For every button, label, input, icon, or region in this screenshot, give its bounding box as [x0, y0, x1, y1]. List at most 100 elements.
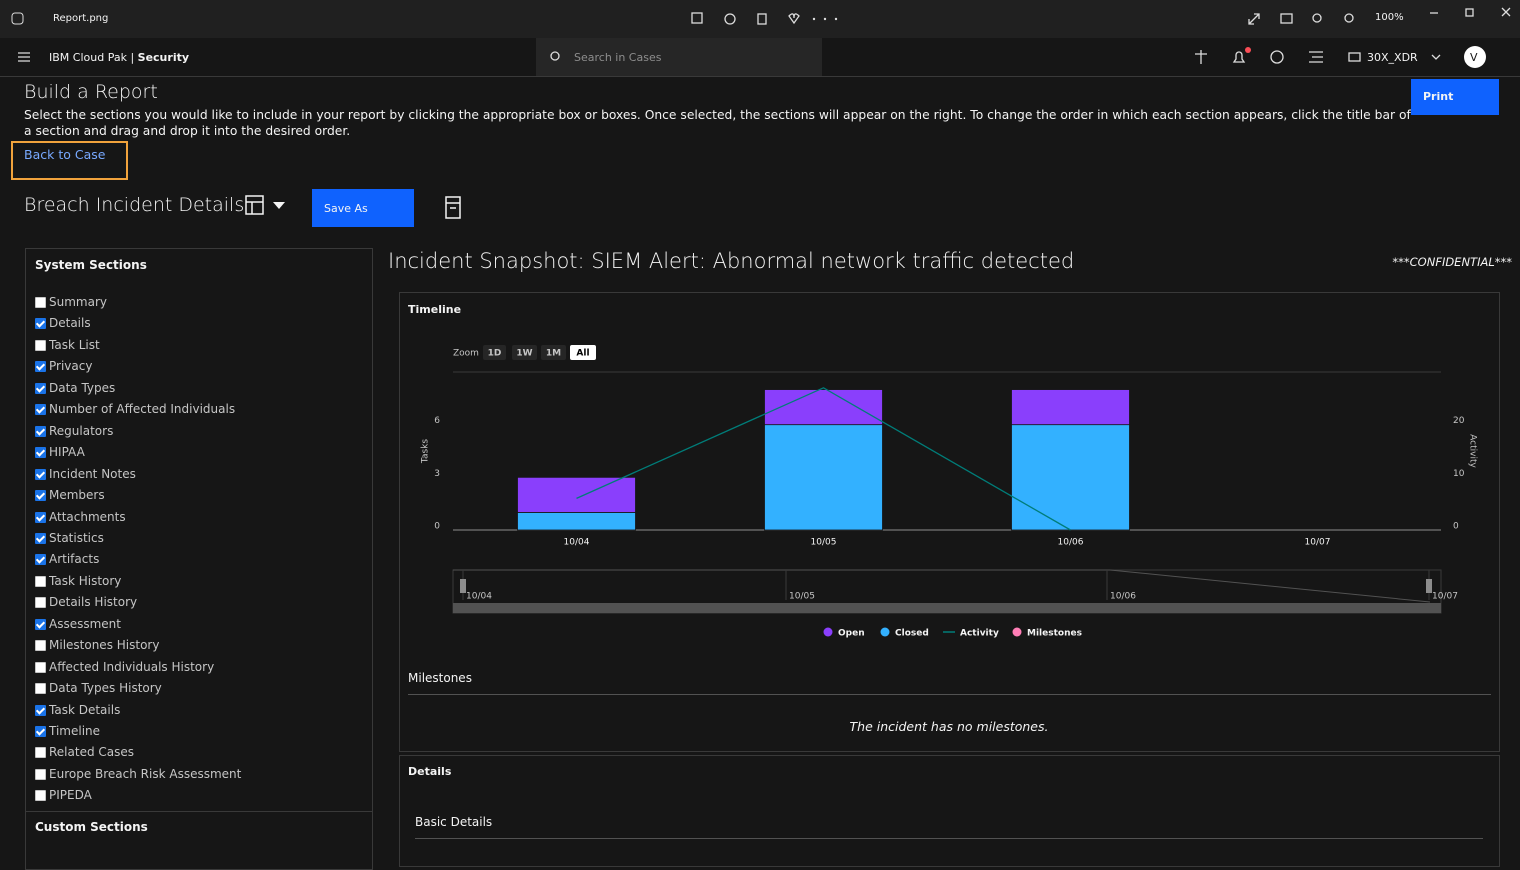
details-panel — [399, 755, 1500, 867]
checkbox[interactable] — [35, 640, 46, 652]
avatar[interactable] — [1464, 46, 1486, 68]
zoom-in-icon[interactable] — [1344, 13, 1354, 23]
legend-label[interactable]: Milestones — [1027, 629, 1082, 639]
zoom-out-icon[interactable] — [1312, 13, 1322, 23]
checkbox[interactable] — [35, 532, 46, 544]
avatar-initial: V — [1470, 51, 1478, 64]
save-as-button[interactable] — [312, 189, 414, 227]
template-name: Breach Incident Details — [24, 194, 245, 216]
layout-icons[interactable] — [240, 192, 300, 222]
title-bar — [0, 0, 1520, 38]
search-icon — [550, 51, 560, 61]
confidential: ***CONFIDENTIAL*** — [1392, 255, 1512, 269]
checkbox[interactable] — [35, 361, 46, 373]
checkbox[interactable] — [35, 597, 46, 609]
checkbox[interactable] — [35, 447, 46, 459]
zoom-level: 100% — [1375, 12, 1404, 23]
zoom-button[interactable] — [570, 345, 596, 360]
checkbox[interactable] — [35, 661, 46, 673]
bar — [1011, 424, 1130, 531]
bar — [517, 476, 636, 513]
fit-icon[interactable] — [1280, 13, 1293, 24]
instructions: Select the sections you would like to in… — [24, 108, 1411, 138]
checkbox[interactable] — [35, 618, 46, 630]
save-as-label: Save As — [324, 202, 368, 215]
navigator-label: 10/04 — [466, 592, 492, 602]
help-icon[interactable] — [1270, 50, 1284, 64]
favorite-icon[interactable] — [788, 13, 800, 25]
restore[interactable] — [1465, 8, 1474, 17]
section-label: Privacy — [49, 359, 93, 374]
section-label: Statistics — [49, 530, 104, 545]
y-tick-label: 3 — [434, 469, 440, 479]
y-tick-label: 6 — [434, 416, 440, 426]
checkbox[interactable] — [35, 490, 46, 502]
pin-icon[interactable] — [1195, 50, 1207, 64]
highlight-box — [11, 141, 128, 180]
scrollbar[interactable] — [453, 603, 1441, 613]
checkbox[interactable] — [35, 726, 46, 737]
checkbox[interactable] — [35, 790, 46, 802]
legend-label[interactable]: Closed — [895, 629, 929, 639]
brand: IBM Cloud Pak | Security — [49, 51, 189, 64]
notifications-icon[interactable] — [1232, 51, 1246, 63]
rotate-icon[interactable] — [724, 13, 736, 25]
account-dropdown[interactable] — [1431, 54, 1441, 60]
zoom-option: 1D — [488, 349, 502, 359]
basic-details: Basic Details — [415, 815, 493, 829]
legend-label[interactable]: Open — [838, 629, 865, 639]
bar — [517, 512, 636, 531]
legend-dot — [823, 627, 833, 637]
checkbox[interactable] — [35, 511, 46, 523]
checkbox[interactable] — [35, 339, 46, 351]
checkbox[interactable] — [35, 704, 46, 716]
section-label: Artifacts — [49, 552, 100, 567]
x-tick-label: 10/05 — [811, 538, 837, 548]
y2-tick-label: 20 — [1453, 416, 1465, 426]
edit-icon[interactable] — [691, 12, 703, 24]
checkbox[interactable] — [35, 554, 46, 566]
expand-icon[interactable] — [1248, 13, 1260, 25]
checkbox[interactable] — [35, 768, 46, 780]
divider — [415, 838, 1483, 839]
legend-label[interactable]: Activity — [960, 629, 999, 639]
checkbox[interactable] — [35, 297, 46, 308]
zoom-button[interactable] — [483, 345, 506, 360]
section-label: Details — [49, 316, 91, 331]
zoom-button[interactable] — [512, 345, 537, 360]
checkbox[interactable] — [35, 425, 46, 437]
section-label: Task List — [49, 337, 100, 352]
system-sections-title: System Sections — [35, 258, 147, 272]
page-title: Build a Report — [24, 81, 158, 103]
search-placeholder: Search in Cases — [574, 51, 662, 64]
y2-axis-label: Activity — [1468, 434, 1478, 468]
checkbox[interactable] — [35, 318, 46, 330]
list-icon[interactable] — [1309, 51, 1323, 63]
delete-icon[interactable] — [757, 13, 767, 25]
handle[interactable] — [1426, 579, 1432, 593]
divider — [26, 811, 372, 812]
x-tick-label: 10/07 — [1305, 538, 1331, 548]
back-link[interactable]: Back to Case — [24, 147, 106, 162]
section-label: Details History — [49, 595, 138, 610]
zoom-label: Zoom — [453, 349, 479, 359]
close[interactable] — [1501, 7, 1511, 17]
print-button[interactable] — [1411, 79, 1499, 115]
checkbox[interactable] — [35, 468, 46, 480]
checkbox[interactable] — [35, 747, 46, 759]
zoom-button[interactable] — [541, 345, 566, 360]
y-axis-label: Tasks — [421, 439, 431, 464]
archive-icon[interactable] — [440, 194, 466, 222]
section-label: Incident Notes — [49, 466, 136, 481]
checkbox[interactable] — [35, 382, 46, 394]
checkbox[interactable] — [35, 575, 46, 587]
checkbox[interactable] — [35, 683, 46, 695]
checkbox[interactable] — [35, 404, 46, 416]
divider — [408, 694, 1491, 695]
app-icon — [11, 12, 24, 25]
print-label: Print — [1423, 90, 1454, 103]
menu-icon[interactable] — [18, 52, 30, 62]
handle[interactable] — [460, 579, 466, 593]
section-label: Assessment — [49, 616, 121, 631]
